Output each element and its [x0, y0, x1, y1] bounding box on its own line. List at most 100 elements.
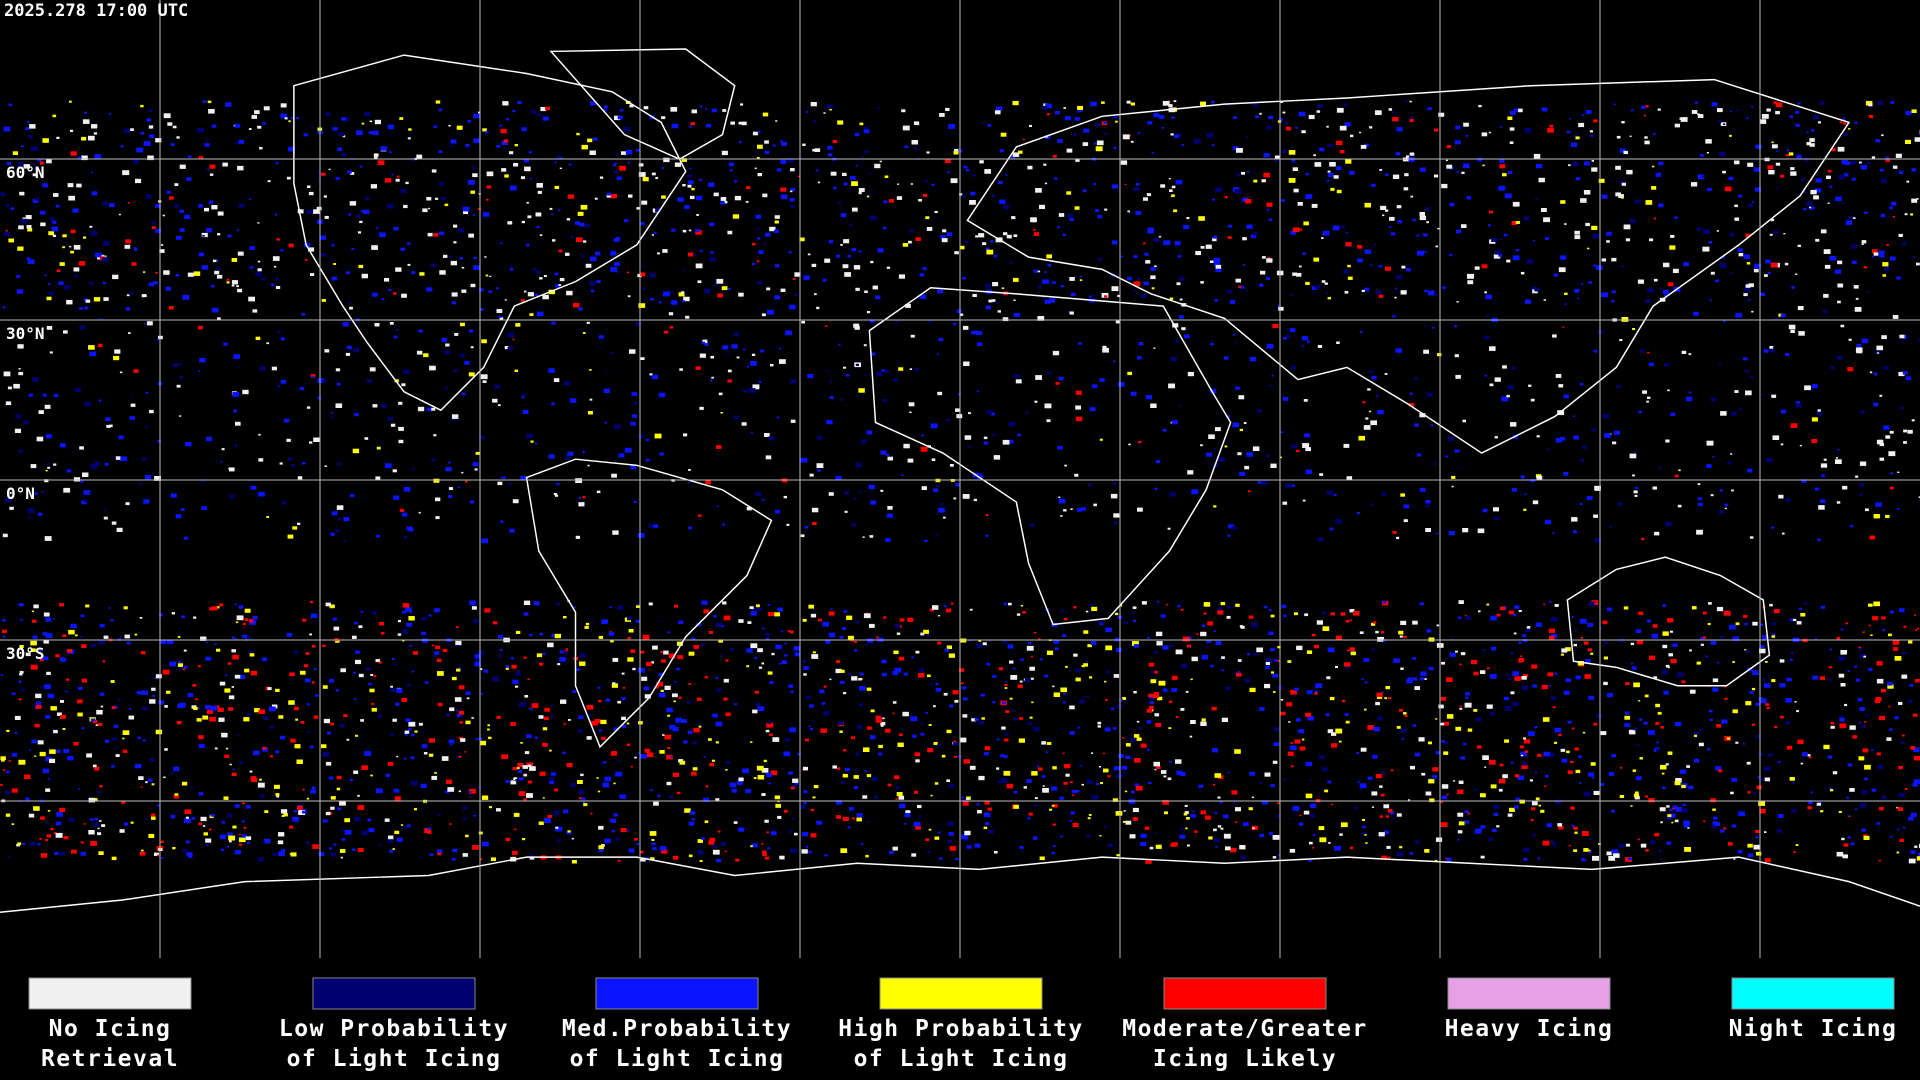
icing-pixel	[1155, 722, 1162, 727]
icing-pixel	[972, 173, 977, 177]
icing-pixel	[1013, 234, 1018, 237]
icing-pixel	[1302, 252, 1306, 255]
icing-pixel	[505, 837, 511, 842]
icing-pixel	[1788, 152, 1794, 156]
icing-pixel	[1265, 454, 1270, 458]
icing-pixel	[539, 234, 543, 236]
icing-pixel	[79, 446, 84, 450]
icing-pixel	[479, 308, 484, 311]
icing-pixel	[1464, 702, 1472, 708]
icing-pixel	[636, 605, 640, 608]
icing-pixel	[877, 248, 884, 253]
icing-pixel	[513, 163, 519, 167]
icing-pixel	[1612, 441, 1617, 445]
icing-pixel	[487, 728, 490, 731]
icing-pixel	[327, 731, 331, 735]
icing-pixel	[554, 494, 559, 497]
icing-pixel	[811, 654, 819, 659]
icing-pixel	[223, 342, 228, 346]
icing-pixel	[807, 374, 814, 379]
icing-pixel	[1459, 707, 1463, 710]
icing-pixel	[1657, 466, 1661, 469]
icing-pixel	[1818, 121, 1821, 124]
icing-pixel	[1391, 111, 1395, 114]
icing-pixel	[281, 501, 287, 505]
icing-pixel	[1770, 218, 1775, 222]
icing-pixel	[1104, 208, 1108, 211]
icing-pixel	[767, 604, 770, 606]
icing-pixel	[837, 120, 844, 125]
icing-pixel	[1532, 239, 1535, 242]
icing-pixel	[517, 101, 522, 104]
icing-pixel	[1814, 487, 1820, 491]
icing-pixel	[1789, 777, 1795, 781]
icing-pixel	[1628, 729, 1636, 735]
icing-pixel	[155, 138, 162, 143]
icing-pixel	[1734, 204, 1738, 208]
icing-pixel	[1550, 616, 1558, 622]
icing-pixel	[328, 776, 334, 780]
icing-pixel	[1385, 815, 1390, 818]
icing-pixel	[1523, 737, 1526, 740]
icing-pixel	[1901, 652, 1906, 655]
icing-pixel	[354, 621, 358, 625]
icing-pixel	[1871, 249, 1878, 254]
icing-pixel	[902, 243, 909, 247]
icing-pixel	[1055, 382, 1060, 385]
icing-pixel	[1743, 293, 1748, 297]
icing-pixel	[139, 617, 143, 619]
icing-pixel	[765, 632, 770, 636]
icing-pixel	[578, 307, 583, 311]
icing-pixel	[698, 514, 702, 517]
icing-pixel	[1395, 348, 1402, 353]
icing-pixel	[1190, 814, 1196, 818]
icing-pixel	[750, 361, 757, 366]
icing-pixel	[664, 734, 672, 740]
icing-pixel	[1428, 666, 1434, 671]
icing-pixel	[154, 852, 159, 856]
icing-pixel	[871, 352, 876, 356]
icing-pixel	[582, 451, 585, 453]
icing-pixel	[712, 713, 718, 718]
icing-pixel	[157, 854, 160, 857]
icing-pixel	[142, 739, 146, 742]
icing-pixel	[1158, 235, 1162, 238]
icing-pixel	[1429, 778, 1432, 780]
icing-pixel	[1458, 823, 1462, 826]
icing-pixel	[1185, 827, 1188, 830]
icing-pixel	[1649, 655, 1656, 660]
icing-pixel	[413, 808, 417, 811]
icing-pixel	[130, 128, 134, 131]
icing-pixel	[1897, 471, 1900, 473]
icing-pixel	[1659, 807, 1666, 812]
icing-pixel	[441, 756, 449, 761]
icing-pixel	[1713, 103, 1716, 105]
icing-pixel	[299, 387, 305, 391]
icing-pixel	[775, 120, 778, 122]
icing-pixel	[612, 164, 616, 167]
icing-pixel	[469, 791, 472, 793]
icing-pixel	[1767, 272, 1771, 275]
icing-pixel	[1309, 841, 1313, 845]
icing-pixel	[1723, 123, 1726, 125]
icing-pixel	[238, 366, 241, 369]
icing-pixel	[1826, 175, 1831, 179]
icing-pixel	[1455, 650, 1458, 653]
icing-pixel	[1842, 202, 1845, 204]
icing-pixel	[1604, 433, 1611, 438]
icing-pixel	[34, 755, 37, 757]
icing-pixel	[184, 214, 191, 220]
icing-pixel	[308, 191, 314, 196]
icing-pixel	[628, 848, 635, 853]
icing-pixel	[1435, 718, 1438, 720]
icing-pixel	[1272, 323, 1279, 329]
icing-pixel	[354, 698, 357, 700]
icing-pixel	[1493, 804, 1500, 809]
icing-pixel	[1412, 657, 1416, 660]
icing-pixel	[293, 706, 299, 711]
icing-pixel	[1543, 751, 1551, 757]
icing-pixel	[858, 192, 862, 195]
icing-pixel	[764, 140, 769, 144]
icing-pixel	[1064, 464, 1067, 467]
icing-pixel	[1565, 647, 1571, 652]
